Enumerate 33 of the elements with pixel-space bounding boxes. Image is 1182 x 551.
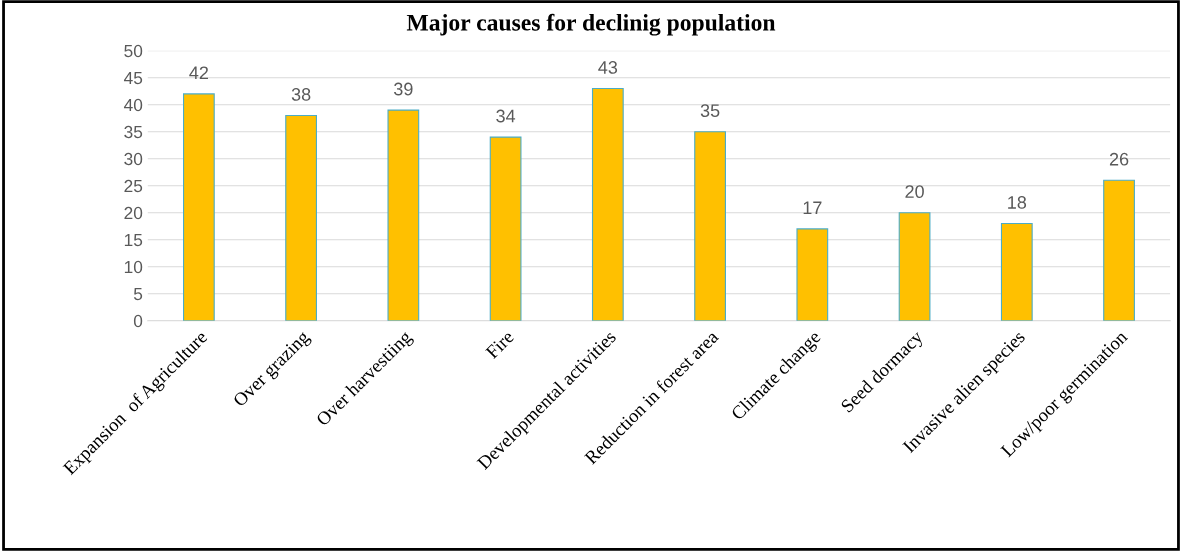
bar (182, 93, 215, 321)
data-label: 34 (496, 109, 516, 123)
bar (387, 109, 420, 321)
bar (898, 212, 931, 321)
y-tick-label: 50 (124, 44, 143, 58)
bar (1103, 179, 1135, 321)
data-label: 35 (700, 104, 720, 118)
bar (694, 131, 726, 321)
data-label: 42 (189, 66, 209, 80)
data-label: 26 (1109, 152, 1129, 166)
y-tick-label: 10 (124, 260, 143, 274)
bar (489, 136, 522, 321)
y-tick-label: 30 (124, 152, 143, 166)
y-tick-label: 35 (124, 125, 143, 139)
data-label: 20 (905, 185, 924, 199)
x-tick-label: Fire (485, 329, 515, 360)
data-label: 43 (598, 61, 618, 74)
y-tick-label: 20 (124, 206, 143, 220)
y-tick-label: 5 (133, 288, 143, 301)
y-tick-label: 40 (123, 98, 143, 112)
chart-title: Major causes for declinig population (406, 13, 776, 36)
bar (1000, 222, 1033, 321)
y-tick-label: 45 (123, 72, 143, 85)
data-label: 17 (803, 201, 822, 215)
y-tick-label: 15 (124, 234, 143, 247)
bar (591, 87, 624, 321)
bar (796, 228, 829, 321)
bar (285, 114, 318, 321)
data-label: 39 (394, 82, 413, 96)
y-tick-label: 25 (124, 179, 143, 193)
data-label: 18 (1008, 196, 1027, 209)
data-label: 38 (291, 88, 311, 101)
y-tick-label: 0 (133, 314, 143, 328)
